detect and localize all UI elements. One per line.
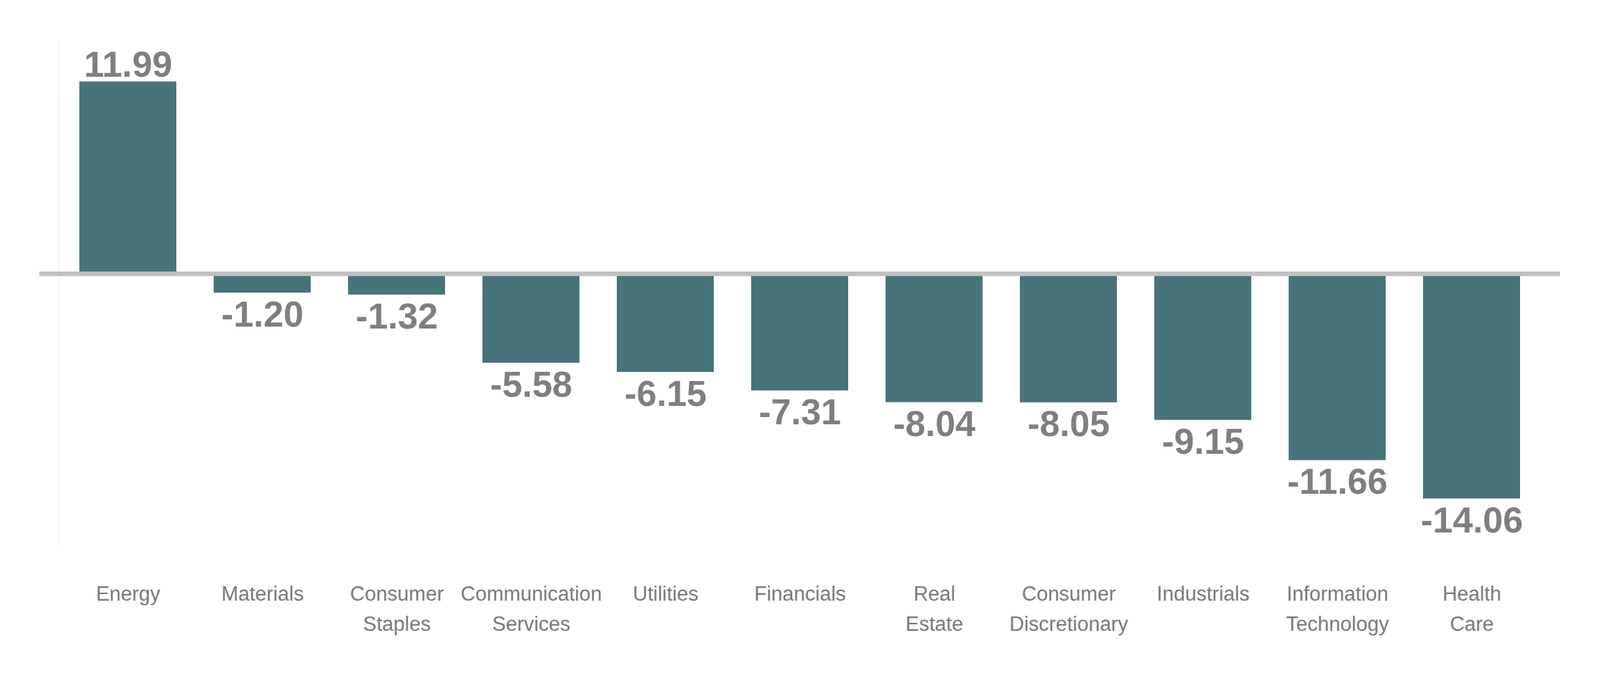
svg-text:-7.31: -7.31 <box>759 391 841 432</box>
svg-text:-9.15: -9.15 <box>1162 420 1245 462</box>
svg-text:-1.32: -1.32 <box>355 295 438 337</box>
svg-text:Energy: Energy <box>95 582 161 605</box>
svg-text:CommunicationServices: CommunicationServices <box>460 582 602 636</box>
svg-text:Industrials: Industrials <box>1156 582 1250 605</box>
svg-text:ConsumerDiscretionary: ConsumerDiscretionary <box>1009 582 1129 636</box>
svg-text:11.99: 11.99 <box>83 43 173 85</box>
svg-text:Utilities: Utilities <box>633 582 699 605</box>
svg-text:HealthCare: HealthCare <box>1442 582 1502 636</box>
svg-text:-6.15: -6.15 <box>624 372 707 414</box>
svg-text:Materials: Materials <box>221 582 305 605</box>
svg-text:ConsumerStaples: ConsumerStaples <box>350 582 444 636</box>
svg-text:-8.04: -8.04 <box>893 403 976 444</box>
svg-text:-11.66: -11.66 <box>1287 460 1388 502</box>
svg-text:-8.05: -8.05 <box>1027 403 1110 444</box>
svg-text:Financials: Financials <box>754 582 847 605</box>
svg-text:-14.06: -14.06 <box>1421 499 1524 541</box>
svg-text:RealEstate: RealEstate <box>905 582 964 636</box>
svg-text:-5.58: -5.58 <box>490 363 573 405</box>
svg-text:-1.20: -1.20 <box>221 293 304 335</box>
svg-text:InformationTechnology: InformationTechnology <box>1286 582 1389 636</box>
